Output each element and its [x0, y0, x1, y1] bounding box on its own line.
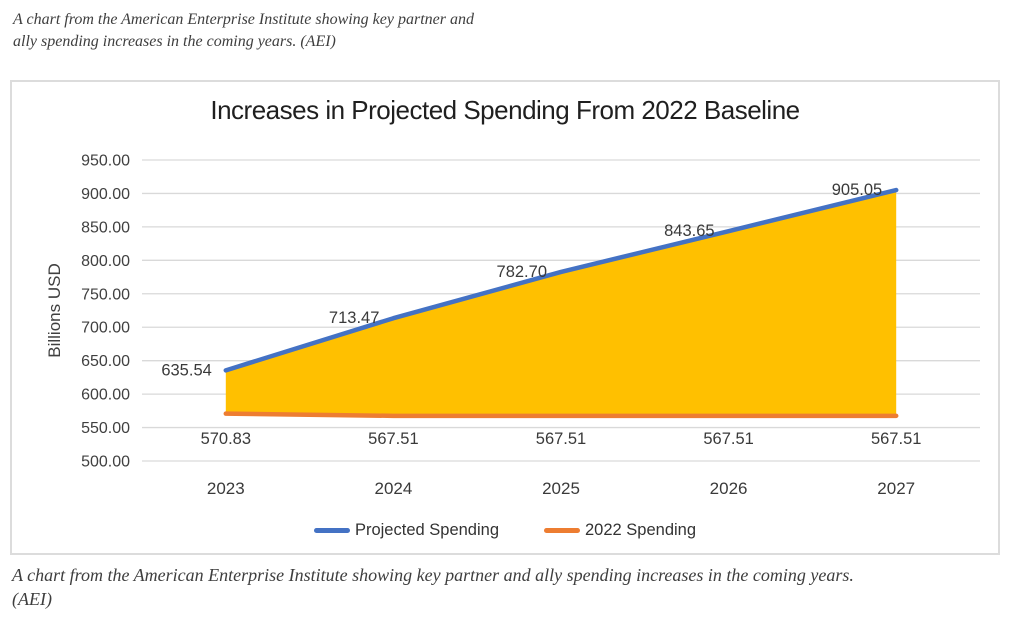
y-tick-label: 500.00	[81, 454, 130, 471]
bottom-caption-line1: A chart from the American Enterprise Ins…	[12, 565, 854, 585]
legend-item-2022-spending: 2022 Spending	[544, 521, 696, 540]
data-label-projected-spending: 635.54	[161, 361, 211, 379]
series-line-projected-spending	[223, 187, 899, 373]
y-tick-label: 700.00	[81, 320, 130, 337]
y-tick-label: 650.00	[81, 353, 130, 370]
y-tick-label: 600.00	[81, 387, 130, 404]
top-caption: A chart from the American Enterprise Ins…	[13, 9, 474, 54]
x-axis-label: 2023	[207, 479, 245, 498]
y-tick-label: 950.00	[81, 153, 130, 170]
area-fill	[225, 190, 897, 416]
legend-label-projected-spending: Projected Spending	[354, 521, 499, 539]
chart-title: Increases in Projected Spending From 202…	[210, 95, 800, 125]
x-axis-label: 2024	[374, 479, 412, 498]
y-tick-label: 800.00	[81, 253, 130, 270]
top-caption-line1: A chart from the American Enterprise Ins…	[13, 11, 474, 28]
data-label-projected-spending: 713.47	[329, 309, 379, 327]
top-caption-line2: ally spending increases in the coming ye…	[13, 33, 336, 51]
plot-area: 500.00 550.00 600.00 650.00 700.00 750.00 800.…	[45, 153, 980, 498]
y-tick-label: 850.00	[81, 219, 130, 236]
legend-item-projected-spending: Projected Spending	[313, 521, 499, 540]
2022-spending-line-swatch-icon	[544, 528, 580, 533]
projected-spending-line-swatch-icon	[313, 528, 350, 533]
y-tick-label: 550.00	[81, 420, 130, 437]
y-tick-label: 900.00	[81, 186, 130, 203]
bottom-caption: A chart from the American Enterprise Ins…	[12, 563, 1016, 612]
y-axis-title: Billions USD	[45, 263, 64, 357]
data-label-projected-spending: 843.65	[664, 222, 714, 240]
data-label-projected-spending: 905.05	[832, 181, 882, 199]
x-axis-label: 2026	[710, 479, 748, 498]
series-line-2022-spending	[223, 411, 899, 419]
bottom-caption-line2: (AEI)	[12, 589, 52, 610]
chart-figure: Increases in Projected Spending From 202…	[10, 80, 1000, 555]
data-label-2022-spending: 570.83	[201, 430, 251, 448]
data-label-2022-spending: 567.51	[368, 430, 418, 448]
data-label-2022-spending: 567.51	[536, 430, 586, 448]
x-axis-label: 2025	[542, 479, 580, 498]
chart-legend: Projected Spending 2022 Spending	[12, 521, 998, 540]
y-tick-label: 750.00	[81, 286, 130, 303]
data-label-2022-spending: 567.51	[703, 430, 753, 448]
legend-label-2022-spending: 2022 Spending	[585, 521, 697, 539]
data-label-projected-spending: 782.70	[497, 263, 547, 281]
data-label-2022-spending: 567.51	[871, 430, 921, 448]
x-axis-label: 2027	[877, 479, 915, 498]
